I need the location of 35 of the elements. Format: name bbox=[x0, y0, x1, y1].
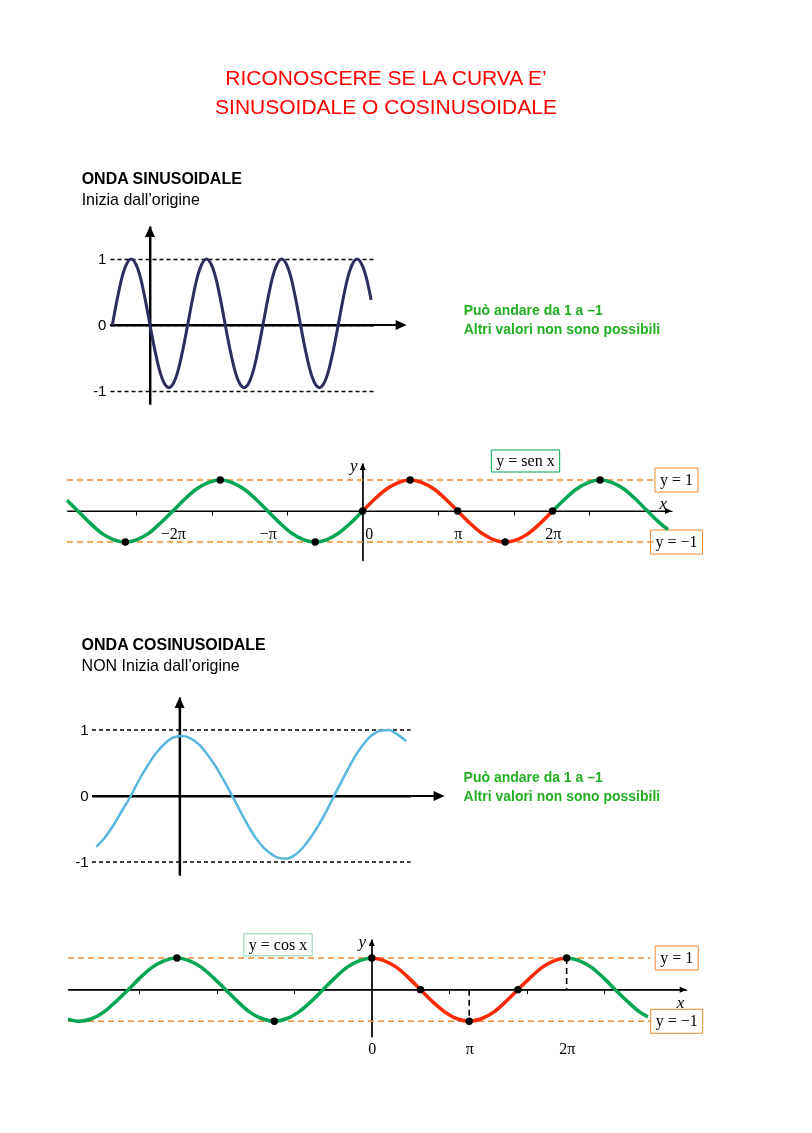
x-tick-label: 0 bbox=[368, 1039, 377, 1057]
text: Può andare da 1 a –1 bbox=[463, 768, 604, 785]
ref-line-label: y = 1 bbox=[660, 948, 694, 967]
x-axis-title: x bbox=[658, 493, 668, 513]
x-tick-label: 2π bbox=[545, 524, 562, 542]
y-tick-label: 0 bbox=[80, 786, 89, 804]
x-axis-title: x bbox=[675, 992, 685, 1012]
ref-line-label: y = −1 bbox=[655, 532, 698, 551]
text: RICONOSCERE SE LA CURVA E’ SINUSOIDALE O COSINUSOIDALE bbox=[215, 66, 557, 118]
y-tick-label: 1 bbox=[80, 721, 89, 738]
y-tick-label: 1 bbox=[98, 250, 107, 268]
text: Altri valori non sono possibili bbox=[463, 320, 661, 337]
y-axis-title: y bbox=[348, 456, 359, 476]
chart-title: ONDA COSINUSOIDALE bbox=[82, 635, 267, 653]
y-tick-label: 0 bbox=[98, 316, 107, 334]
annotation: y = sen x bbox=[496, 451, 555, 470]
x-tick-label: 0 bbox=[365, 524, 374, 542]
y-tick-label: -1 bbox=[75, 852, 89, 870]
chart-subtitle: Inizia dall’origine bbox=[82, 190, 201, 208]
text: Altri valori non sono possibili bbox=[463, 787, 661, 804]
line-series bbox=[95, 728, 408, 860]
chart-title: ONDA SINUSOIDALE bbox=[82, 169, 243, 187]
x-tick-label: −π bbox=[259, 524, 277, 542]
x-tick-label: π bbox=[454, 524, 463, 542]
line-series bbox=[111, 257, 373, 389]
y-axis-title: y bbox=[356, 931, 367, 951]
ref-line-label: y = 1 bbox=[659, 470, 693, 489]
text: Può andare da 1 a –1 bbox=[463, 301, 604, 318]
annotation: y = cos x bbox=[248, 935, 308, 954]
chart-subtitle: NON Inizia dall’origine bbox=[82, 656, 241, 674]
x-tick-label: π bbox=[465, 1039, 474, 1057]
y-tick-label: -1 bbox=[93, 382, 107, 400]
x-tick-label: 2π bbox=[559, 1039, 576, 1057]
x-tick-label: −2π bbox=[160, 524, 186, 542]
ref-line-label: y = −1 bbox=[655, 1011, 698, 1030]
